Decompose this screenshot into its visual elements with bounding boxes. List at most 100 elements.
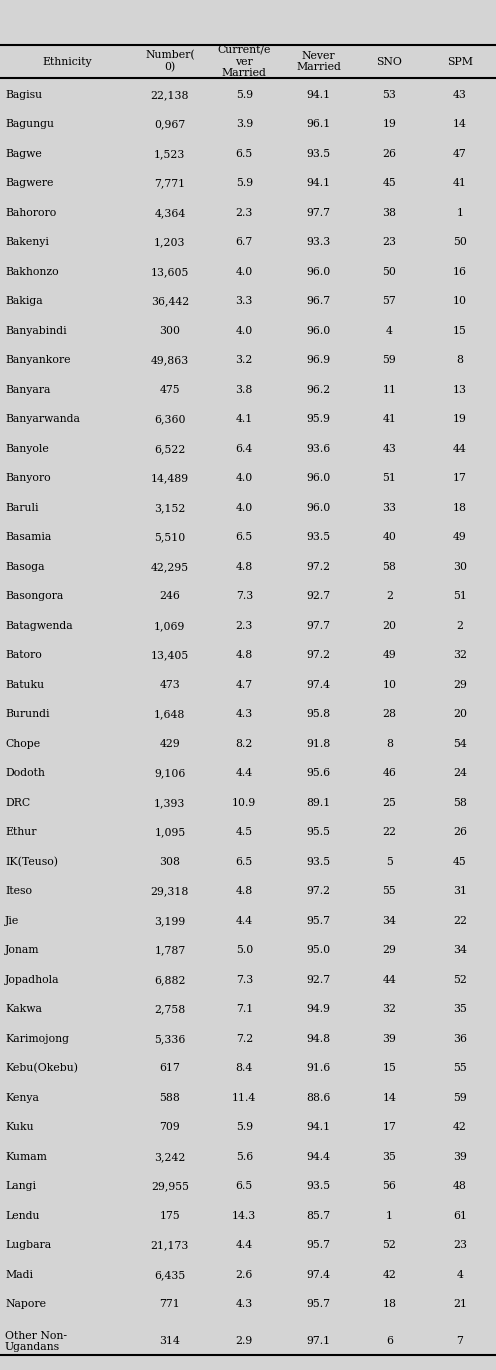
Text: 32: 32 bbox=[453, 651, 467, 660]
Text: 3.2: 3.2 bbox=[236, 355, 253, 366]
Text: 38: 38 bbox=[382, 208, 396, 218]
Text: 24: 24 bbox=[453, 769, 467, 778]
Text: 13,605: 13,605 bbox=[151, 267, 189, 277]
Text: 46: 46 bbox=[382, 769, 396, 778]
Text: 7.2: 7.2 bbox=[236, 1034, 253, 1044]
Text: 1,069: 1,069 bbox=[154, 621, 186, 630]
Text: 14.3: 14.3 bbox=[232, 1211, 256, 1221]
Text: 20: 20 bbox=[453, 710, 467, 719]
Text: 95.8: 95.8 bbox=[307, 710, 331, 719]
Text: 6.5: 6.5 bbox=[236, 1181, 253, 1192]
Text: 473: 473 bbox=[160, 680, 180, 689]
Text: 0,967: 0,967 bbox=[154, 119, 186, 129]
Text: 96.9: 96.9 bbox=[307, 355, 331, 366]
Text: 21,173: 21,173 bbox=[151, 1240, 189, 1251]
Text: 96.0: 96.0 bbox=[307, 267, 331, 277]
Text: 15: 15 bbox=[453, 326, 467, 336]
Text: 92.7: 92.7 bbox=[307, 592, 331, 601]
Text: 94.9: 94.9 bbox=[307, 1004, 331, 1014]
Text: 5.9: 5.9 bbox=[236, 1122, 253, 1132]
Text: Chope: Chope bbox=[5, 738, 40, 749]
Text: Kebu(Okebu): Kebu(Okebu) bbox=[5, 1063, 78, 1074]
Text: 709: 709 bbox=[160, 1122, 180, 1132]
Text: 34: 34 bbox=[453, 945, 467, 955]
Text: 14,489: 14,489 bbox=[151, 473, 189, 484]
Text: 42,295: 42,295 bbox=[151, 562, 189, 571]
Text: 4.5: 4.5 bbox=[236, 827, 253, 837]
Text: Ethnicity: Ethnicity bbox=[42, 56, 92, 67]
Text: 4.1: 4.1 bbox=[236, 414, 253, 425]
Text: 97.4: 97.4 bbox=[307, 680, 331, 689]
Text: Number(
0): Number( 0) bbox=[145, 51, 195, 73]
Text: 29,318: 29,318 bbox=[151, 886, 189, 896]
Text: 6,435: 6,435 bbox=[154, 1270, 186, 1280]
Text: 4.3: 4.3 bbox=[236, 1299, 253, 1310]
Text: 2,758: 2,758 bbox=[154, 1004, 186, 1014]
Text: Banyara: Banyara bbox=[5, 385, 51, 395]
Text: 44: 44 bbox=[382, 974, 396, 985]
Text: 16: 16 bbox=[453, 267, 467, 277]
Text: 14: 14 bbox=[382, 1093, 396, 1103]
Text: 3,242: 3,242 bbox=[154, 1152, 186, 1162]
Text: 13: 13 bbox=[453, 385, 467, 395]
Text: 5.6: 5.6 bbox=[236, 1152, 253, 1162]
Text: Karimojong: Karimojong bbox=[5, 1034, 69, 1044]
Text: 2: 2 bbox=[456, 621, 464, 630]
Text: 52: 52 bbox=[453, 974, 467, 985]
Text: 36: 36 bbox=[453, 1034, 467, 1044]
Text: Napore: Napore bbox=[5, 1299, 46, 1310]
Text: 4.4: 4.4 bbox=[236, 915, 253, 926]
Text: 94.4: 94.4 bbox=[307, 1152, 331, 1162]
Text: 6,522: 6,522 bbox=[154, 444, 186, 453]
Text: 10.9: 10.9 bbox=[232, 797, 256, 808]
Text: 6.7: 6.7 bbox=[236, 237, 253, 247]
Text: 49: 49 bbox=[382, 651, 396, 660]
Text: 88.6: 88.6 bbox=[307, 1093, 331, 1103]
Text: 93.5: 93.5 bbox=[307, 856, 331, 867]
Text: 13,405: 13,405 bbox=[151, 651, 189, 660]
Text: Jopadhola: Jopadhola bbox=[5, 974, 60, 985]
Text: 93.6: 93.6 bbox=[307, 444, 331, 453]
Text: 95.7: 95.7 bbox=[307, 1240, 331, 1251]
Text: 4.3: 4.3 bbox=[236, 710, 253, 719]
Text: 96.0: 96.0 bbox=[307, 473, 331, 484]
Text: 246: 246 bbox=[159, 592, 181, 601]
Text: 15: 15 bbox=[382, 1063, 396, 1073]
Text: Bagisu: Bagisu bbox=[5, 90, 42, 100]
Text: 47: 47 bbox=[453, 149, 467, 159]
Text: Bagwe: Bagwe bbox=[5, 149, 42, 159]
Text: 97.1: 97.1 bbox=[307, 1337, 331, 1347]
Text: 91.8: 91.8 bbox=[307, 738, 331, 749]
Text: 4.4: 4.4 bbox=[236, 769, 253, 778]
Text: 61: 61 bbox=[453, 1211, 467, 1221]
Text: 1,095: 1,095 bbox=[154, 827, 186, 837]
Text: 59: 59 bbox=[453, 1093, 467, 1103]
Text: SNO: SNO bbox=[376, 56, 402, 67]
Text: 55: 55 bbox=[382, 886, 396, 896]
Text: 97.4: 97.4 bbox=[307, 1270, 331, 1280]
Text: 5.0: 5.0 bbox=[236, 945, 253, 955]
Text: 95.9: 95.9 bbox=[307, 414, 331, 425]
Text: IK(Teuso): IK(Teuso) bbox=[5, 856, 58, 867]
Text: 4.7: 4.7 bbox=[236, 680, 253, 689]
Text: 96.1: 96.1 bbox=[307, 119, 331, 129]
Text: 3.3: 3.3 bbox=[236, 296, 253, 307]
Text: 85.7: 85.7 bbox=[307, 1211, 331, 1221]
Text: 19: 19 bbox=[453, 414, 467, 425]
Text: 29: 29 bbox=[453, 680, 467, 689]
Text: Batoro: Batoro bbox=[5, 651, 42, 660]
Text: 475: 475 bbox=[160, 385, 180, 395]
Text: 7,771: 7,771 bbox=[154, 178, 186, 188]
Text: 89.1: 89.1 bbox=[307, 797, 331, 808]
Text: Other Non-
Ugandans: Other Non- Ugandans bbox=[5, 1330, 67, 1352]
Text: 42: 42 bbox=[453, 1122, 467, 1132]
Text: 35: 35 bbox=[453, 1004, 467, 1014]
Text: 58: 58 bbox=[453, 797, 467, 808]
Text: 8: 8 bbox=[386, 738, 393, 749]
Text: 50: 50 bbox=[453, 237, 467, 247]
Text: Bakhonzo: Bakhonzo bbox=[5, 267, 59, 277]
Text: SPM: SPM bbox=[447, 56, 473, 67]
Text: 9,106: 9,106 bbox=[154, 769, 186, 778]
Text: 4: 4 bbox=[386, 326, 393, 336]
Text: Baruli: Baruli bbox=[5, 503, 39, 512]
